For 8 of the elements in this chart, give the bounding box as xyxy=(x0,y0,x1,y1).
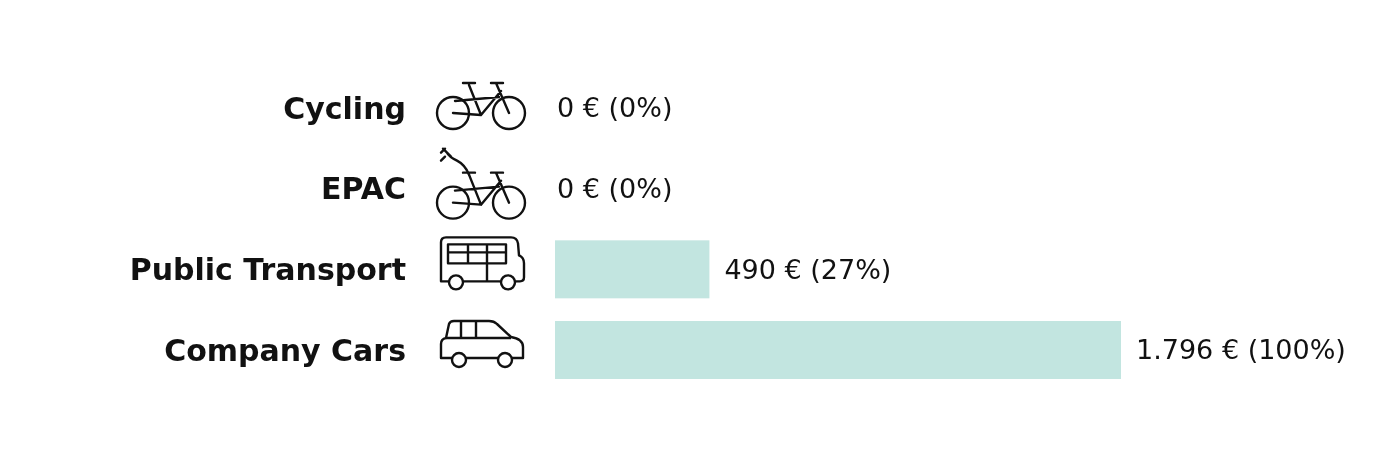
data-label: 0 € (0%) xyxy=(557,92,673,124)
data-label: 0 € (0%) xyxy=(557,173,673,205)
y-tick-label: Cycling xyxy=(283,90,406,126)
y-tick-label: Public Transport xyxy=(129,251,406,287)
data-label: 1.796 € (100%) xyxy=(1136,334,1346,366)
data-label: 490 € (27%) xyxy=(724,253,892,285)
y-tick-label: EPAC xyxy=(321,171,406,207)
y-tick-label: Company Cars xyxy=(164,332,406,368)
